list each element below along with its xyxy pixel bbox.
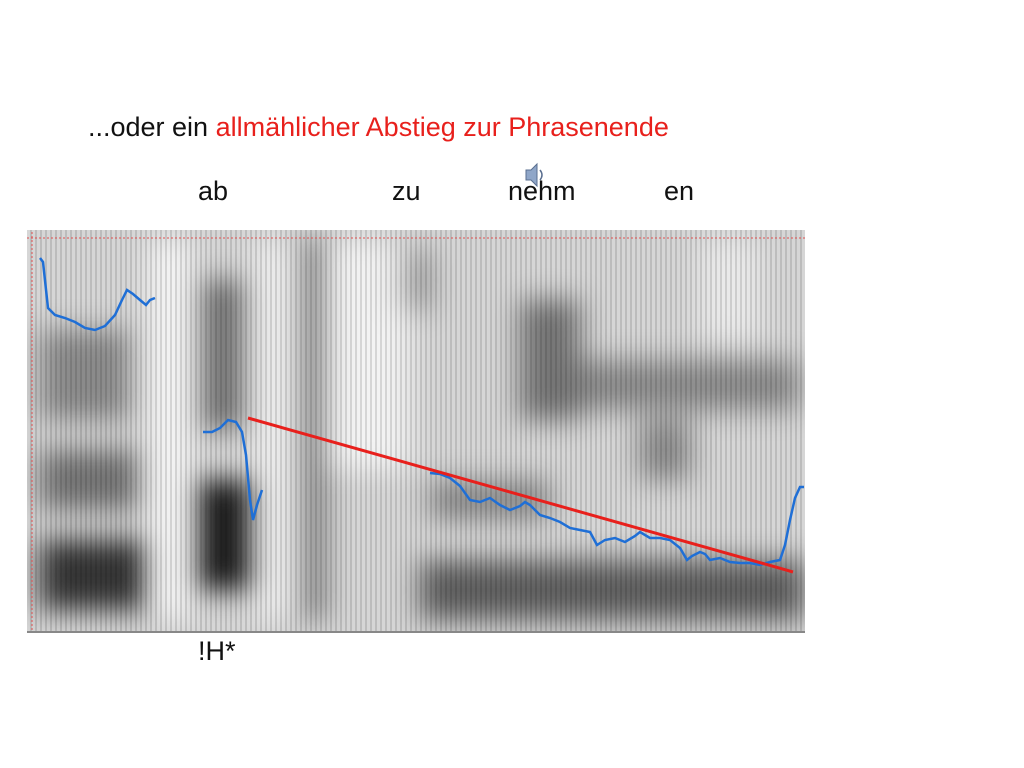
pitch-contour — [39, 257, 804, 567]
syllable: nehm — [508, 176, 576, 206]
declination-line — [247, 416, 794, 574]
speaker-icon[interactable] — [525, 162, 543, 188]
syllable: ab — [198, 176, 229, 206]
slide-title: ...oder ein allmählicher Abstieg zur Phr… — [88, 112, 669, 143]
spectrogram — [27, 230, 805, 632]
title-intro: ...oder ein — [88, 112, 209, 142]
syllable: zu — [392, 176, 421, 206]
tone-label: !H* — [198, 636, 236, 666]
syllable: en — [664, 176, 695, 206]
title-highlight: allmählicher Abstieg zur Phrasenende — [215, 112, 669, 142]
